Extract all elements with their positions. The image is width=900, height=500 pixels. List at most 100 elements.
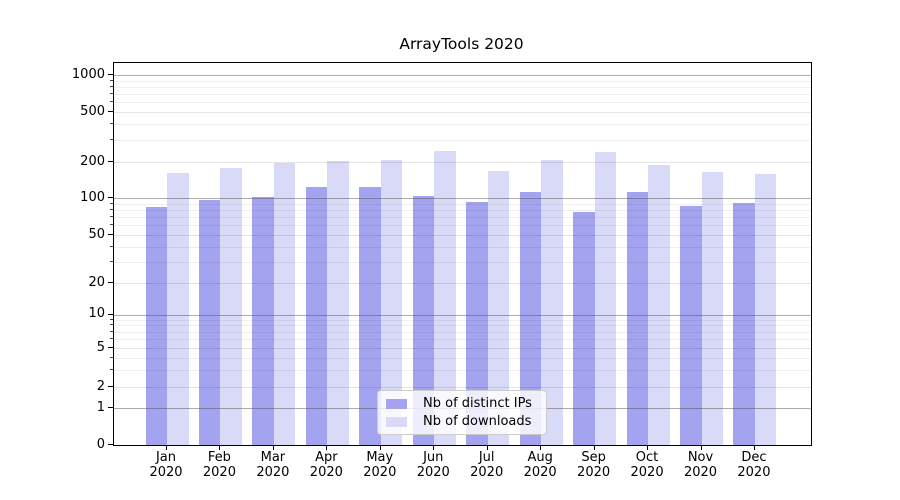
y-minor-tick-6 [110, 338, 113, 340]
x-tick-mark-mar-2020 [272, 445, 274, 450]
bars-layer [114, 63, 811, 445]
bar-may-2020-nb-of-distinct-ips [359, 186, 381, 445]
bar-mar-2020-nb-of-downloads [273, 163, 296, 445]
bar-jul-2020-nb-of-downloads [487, 171, 510, 445]
gridline-80 [114, 209, 811, 211]
x-tick-label-jan-2020: Jan 2020 [149, 450, 183, 480]
gridline-400 [114, 124, 811, 126]
gridline-8 [114, 325, 811, 327]
bar-mar-2020-nb-of-distinct-ips [252, 197, 274, 445]
y-tick-mark-100 [108, 197, 113, 198]
x-tick-mark-nov-2020 [700, 445, 702, 450]
gridline-4 [114, 357, 811, 359]
bar-jun-2020-nb-of-distinct-ips [412, 195, 435, 445]
y-tick-label-2: 2 [96, 378, 105, 394]
bar-nov-2020-nb-of-downloads [701, 171, 723, 445]
gridline-5 [114, 348, 811, 349]
bar-oct-2020-nb-of-distinct-ips [626, 191, 649, 445]
y-tick-mark-500 [108, 111, 113, 112]
y-minor-tick-700 [110, 93, 113, 94]
gridline-2 [114, 387, 811, 388]
x-tick-mark-sep-2020 [593, 445, 595, 450]
gridline-40 [114, 246, 811, 248]
y-tick-mark-200 [108, 161, 113, 162]
legend-swatch-downloads [386, 416, 407, 427]
y-minor-tick-8 [110, 324, 113, 326]
bar-dec-2020-nb-of-distinct-ips [733, 203, 755, 445]
y-tick-label-500: 500 [80, 103, 105, 119]
y-tick-label-1000: 1000 [71, 66, 105, 82]
x-tick-label-mar-2020: Mar 2020 [256, 450, 290, 480]
x-tick-mark-jul-2020 [486, 445, 488, 450]
y-tick-mark-20 [108, 282, 113, 283]
bar-aug-2020-nb-of-downloads [541, 160, 563, 445]
legend-label-distinct-ips: Nb of distinct IPs [423, 396, 532, 411]
gridline-3 [114, 369, 811, 371]
bar-dec-2020-nb-of-downloads [754, 174, 777, 445]
y-tick-label-5: 5 [96, 339, 105, 355]
x-tick-mark-dec-2020 [753, 445, 755, 450]
grid-layer [114, 63, 811, 445]
y-tick-mark-1000 [108, 74, 113, 75]
y-minor-tick-400 [110, 123, 113, 125]
y-minor-tick-300 [110, 138, 113, 140]
y-minor-tick-70 [110, 216, 113, 217]
gridline-1000 [114, 75, 811, 76]
x-tick-mark-apr-2020 [326, 445, 328, 450]
y-minor-tick-9 [110, 318, 113, 320]
x-tick-label-apr-2020: Apr 2020 [309, 450, 343, 480]
y-tick-label-200: 200 [80, 153, 105, 169]
x-tick-mark-aug-2020 [540, 445, 542, 450]
gridline-90 [114, 203, 811, 205]
x-tick-mark-feb-2020 [219, 445, 221, 450]
y-minor-tick-900 [110, 79, 113, 81]
x-tick-label-sep-2020: Sep 2020 [577, 450, 611, 480]
plot-area: Nb of distinct IPs Nb of downloads [113, 62, 812, 446]
y-tick-mark-1 [108, 407, 113, 408]
gridline-30 [114, 261, 811, 263]
x-tick-label-nov-2020: Nov 2020 [683, 450, 718, 480]
y-tick-mark-5 [108, 347, 113, 348]
x-tick-label-jul-2020: Jul 2020 [470, 450, 504, 480]
legend-item-downloads: Nb of downloads [386, 414, 538, 429]
y-minor-tick-80 [110, 208, 113, 210]
gridline-600 [114, 102, 811, 104]
gridline-100 [114, 198, 811, 199]
y-minor-tick-600 [110, 101, 113, 103]
gridline-50 [114, 235, 811, 236]
y-tick-label-50: 50 [88, 226, 105, 242]
gridline-20 [114, 283, 811, 284]
chart-title: ArrayTools 2020 [399, 35, 524, 53]
x-tick-mark-may-2020 [379, 445, 381, 450]
y-minor-tick-90 [110, 202, 113, 204]
y-tick-mark-2 [108, 386, 113, 387]
legend-item-distinct-ips: Nb of distinct IPs [386, 396, 538, 411]
gridline-60 [114, 225, 811, 227]
bar-feb-2020-nb-of-distinct-ips [198, 200, 221, 445]
gridline-6 [114, 339, 811, 341]
legend: Nb of distinct IPs Nb of downloads [377, 390, 547, 435]
x-tick-label-jun-2020: Jun 2020 [416, 450, 450, 480]
bar-apr-2020-nb-of-downloads [327, 160, 349, 445]
y-minor-tick-60 [110, 224, 113, 226]
x-tick-mark-jan-2020 [166, 445, 167, 450]
x-tick-mark-jun-2020 [433, 445, 435, 450]
x-axis: Jan 2020 Feb 2020 Mar 2020 Apr 2020 May 2020… [113, 450, 810, 490]
gridline-70 [114, 217, 811, 218]
bar-feb-2020-nb-of-downloads [220, 168, 242, 445]
y-axis: 0 1 2 5 10 20 50 100 200 500 1000 [0, 62, 105, 452]
y-tick-label-0: 0 [96, 436, 105, 452]
y-tick-label-10: 10 [88, 306, 105, 321]
bar-oct-2020-nb-of-downloads [648, 164, 670, 445]
y-tick-label-1: 1 [96, 399, 105, 415]
x-tick-label-may-2020: May 2020 [363, 450, 397, 480]
y-tick-mark-0 [108, 444, 113, 445]
x-tick-label-feb-2020: Feb 2020 [202, 450, 236, 480]
bar-nov-2020-nb-of-distinct-ips [680, 206, 702, 445]
y-tick-mark-50 [108, 234, 113, 235]
bar-apr-2020-nb-of-distinct-ips [305, 186, 328, 445]
x-tick-label-dec-2020: Dec 2020 [737, 450, 771, 480]
y-tick-label-20: 20 [88, 274, 105, 290]
y-minor-tick-800 [110, 85, 113, 87]
